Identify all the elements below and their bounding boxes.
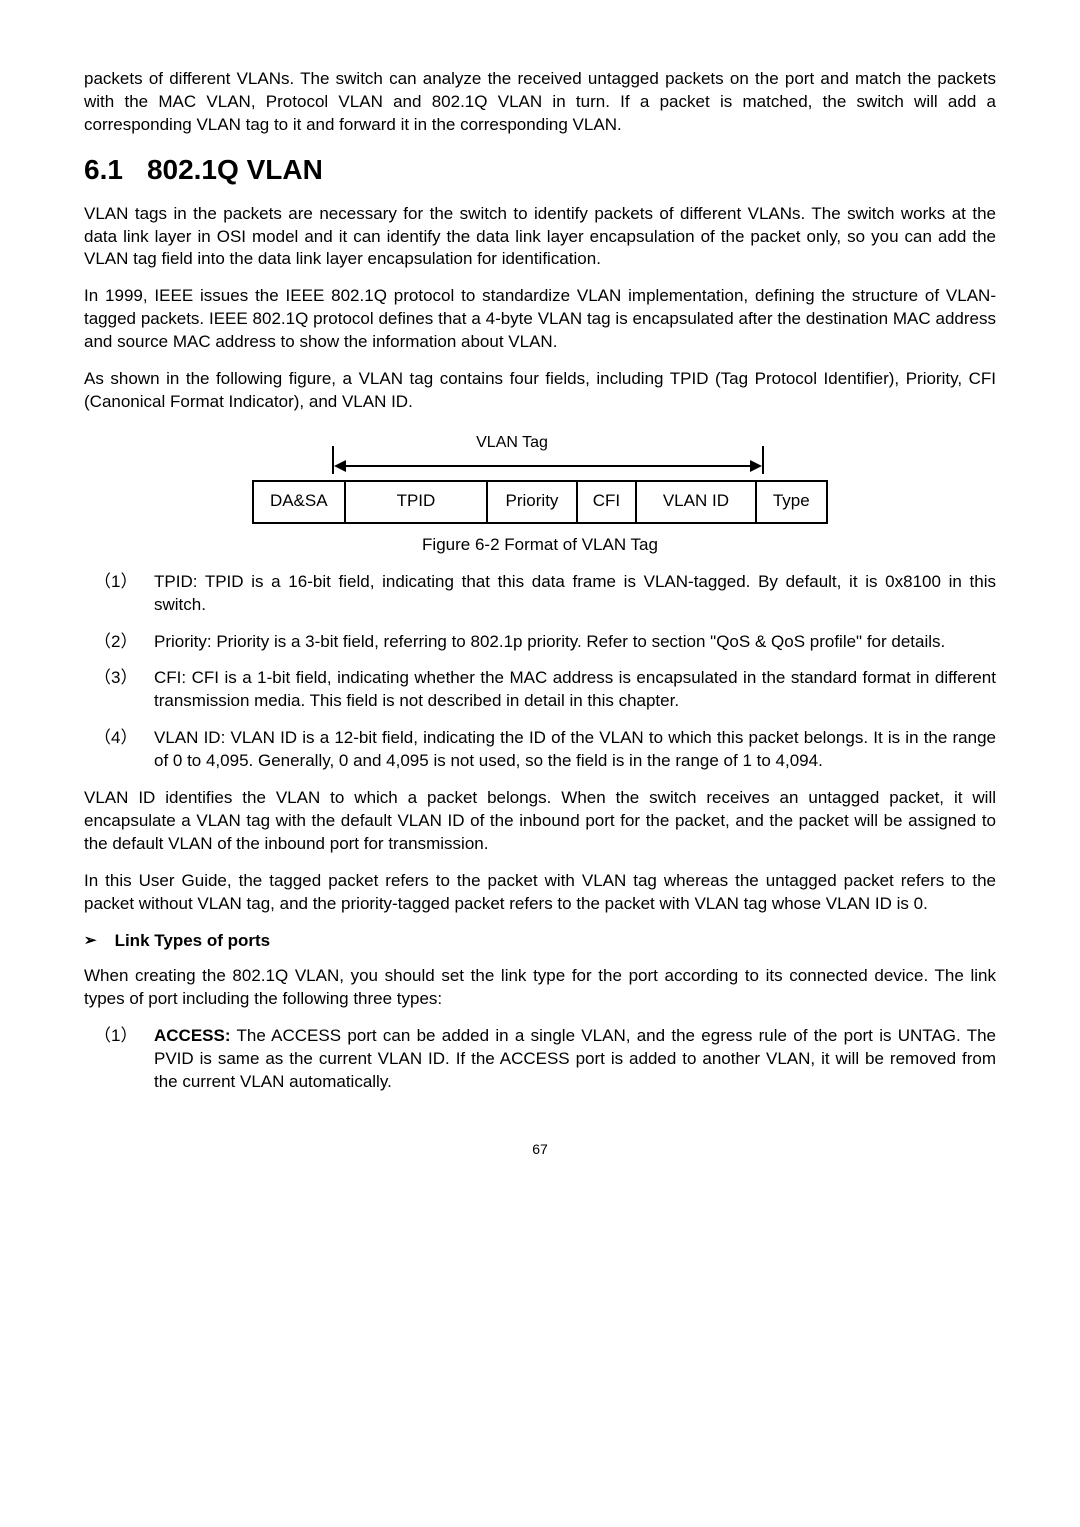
cell-type: Type [756, 481, 828, 523]
sub-heading-link-types: ➢ Link Types of ports [84, 930, 996, 953]
vlan-tag-figure: VLAN Tag DA&SA TPID Priority CFI VLAN ID… [84, 432, 996, 524]
cell-vlan-id: VLAN ID [636, 481, 755, 523]
access-text: The ACCESS port can be added in a single… [154, 1026, 996, 1091]
access-label: ACCESS: [154, 1026, 231, 1045]
list-body-2: Priority: Priority is a 3-bit field, ref… [154, 631, 996, 654]
figure-caption: Figure 6-2 Format of VLAN Tag [84, 534, 996, 557]
cell-cfi: CFI [577, 481, 637, 523]
vlan-tag-span-arrow [332, 456, 764, 476]
list-item-2: （2） Priority: Priority is a 3-bit field,… [84, 631, 996, 654]
vlan-tag-fields-table: DA&SA TPID Priority CFI VLAN ID Type [252, 480, 828, 524]
paragraph-3: As shown in the following figure, a VLAN… [84, 368, 996, 414]
bullet-arrow-icon: ➢ [84, 931, 97, 951]
paragraph-4: VLAN ID identifies the VLAN to which a p… [84, 787, 996, 856]
cell-tpid: TPID [345, 481, 488, 523]
paragraph-1: VLAN tags in the packets are necessary f… [84, 203, 996, 272]
vlan-tag-top-label: VLAN Tag [196, 432, 828, 454]
list-marker-3: （3） [84, 667, 154, 713]
list-marker-access: （1） [84, 1025, 154, 1094]
page-number: 67 [84, 1140, 996, 1159]
section-heading-6-1: 6.1 802.1Q VLAN [84, 151, 996, 189]
cell-da-sa: DA&SA [253, 481, 345, 523]
intro-paragraph: packets of different VLANs. The switch c… [84, 68, 996, 137]
section-number: 6.1 [84, 151, 123, 189]
list-marker-4: （4） [84, 727, 154, 773]
list-item-3: （3） CFI: CFI is a 1-bit field, indicatin… [84, 667, 996, 713]
paragraph-2: In 1999, IEEE issues the IEEE 802.1Q pro… [84, 285, 996, 354]
list-item-1: （1） TPID: TPID is a 16-bit field, indica… [84, 571, 996, 617]
sub-heading-title: Link Types of ports [115, 930, 271, 953]
section-title: 802.1Q VLAN [147, 154, 323, 185]
list-body-4: VLAN ID: VLAN ID is a 12-bit field, indi… [154, 727, 996, 773]
cell-priority: Priority [487, 481, 576, 523]
list-body-3: CFI: CFI is a 1-bit field, indicating wh… [154, 667, 996, 713]
list-body-1: TPID: TPID is a 16-bit field, indicating… [154, 571, 996, 617]
paragraph-6: When creating the 802.1Q VLAN, you shoul… [84, 965, 996, 1011]
list-marker-2: （2） [84, 631, 154, 654]
list-marker-1: （1） [84, 571, 154, 617]
list-item-access: （1） ACCESS: The ACCESS port can be added… [84, 1025, 996, 1094]
list-body-access: ACCESS: The ACCESS port can be added in … [154, 1025, 996, 1094]
paragraph-5: In this User Guide, the tagged packet re… [84, 870, 996, 916]
list-item-4: （4） VLAN ID: VLAN ID is a 12-bit field, … [84, 727, 996, 773]
